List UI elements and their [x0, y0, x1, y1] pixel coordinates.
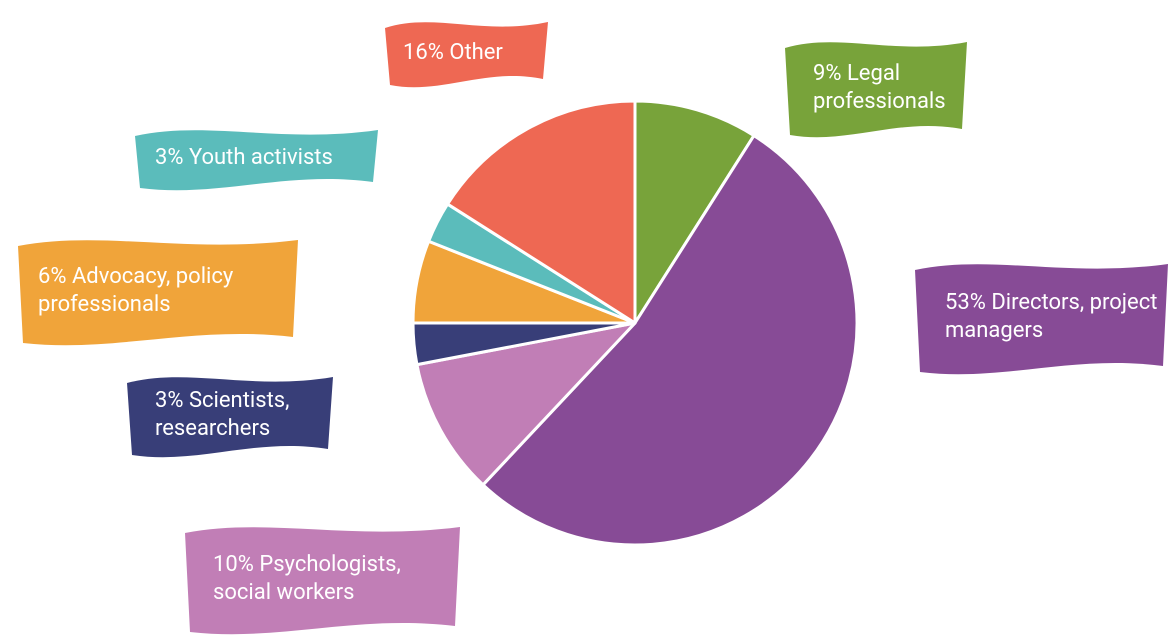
slice-label: 53% Directors, project managers [915, 262, 1168, 372]
label-text: 53% Directors, project managers [945, 289, 1158, 345]
label-text: 3% Scientists, researchers [155, 387, 323, 443]
label-flag [127, 377, 333, 458]
slice-label: 3% Youth activists [135, 128, 378, 188]
pie-slice [633, 99, 756, 325]
slice-label: 3% Scientists, researchers [127, 375, 333, 455]
value-label: 3% [155, 145, 184, 170]
pie-slice [481, 134, 859, 547]
label-flag [915, 264, 1168, 375]
category-label: Youth activists [188, 145, 333, 170]
slice-label: 9% Legal professionals [785, 40, 967, 135]
pie-slice [415, 321, 637, 487]
label-text: 3% Youth activists [155, 144, 368, 172]
pie-slice [446, 99, 637, 325]
label-flag [18, 240, 298, 346]
value-label: 3% [155, 388, 184, 413]
category-label: Scientists, researchers [155, 388, 290, 441]
label-text: 16% Other [403, 39, 538, 67]
label-flag [135, 130, 378, 191]
value-label: 10% [213, 551, 254, 577]
slice-label: 6% Advocacy, policy professionals [18, 238, 298, 343]
slice-label: 10% Psychologists, social workers [185, 525, 460, 632]
label-text: 9% Legal professionals [813, 60, 957, 116]
value-label: 16% [403, 39, 444, 65]
category-label: Psychologists, social workers [213, 551, 401, 605]
value-label: 53% [945, 290, 986, 315]
value-label: 6% [38, 263, 67, 289]
label-text: 6% Advocacy, policy professionals [38, 263, 288, 319]
slice-label: 16% Other [385, 20, 548, 85]
label-flag [185, 527, 460, 635]
label-text: 10% Psychologists, social workers [213, 551, 450, 607]
value-label: 9% [813, 60, 842, 86]
category-label: Advocacy, policy professionals [38, 263, 234, 317]
label-flag [785, 42, 967, 138]
label-flag [385, 22, 548, 88]
category-label: Other [449, 39, 503, 65]
category-label: Legal professionals [813, 60, 946, 114]
category-label: Directors, project managers [945, 290, 1158, 343]
